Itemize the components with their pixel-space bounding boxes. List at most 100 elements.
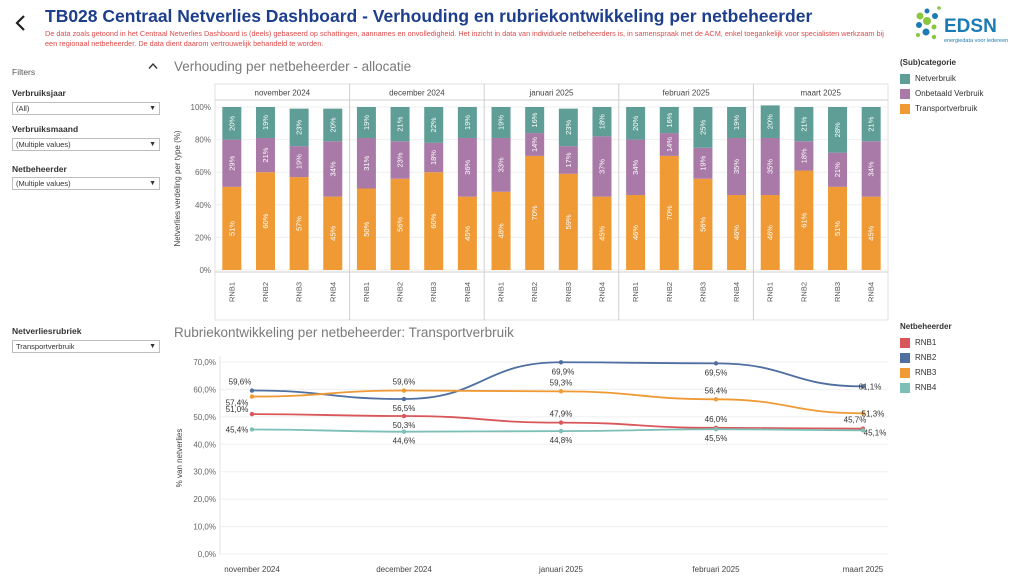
bar-value-label: 45% (463, 225, 472, 240)
netbeheerder-value: (Multiple values) (16, 179, 71, 188)
month-header-label: november 2024 (255, 89, 311, 98)
bar-segment (525, 133, 545, 156)
y-axis-label: Netverlies verdeling per type (%) (173, 130, 182, 246)
legend-label: RNB4 (915, 383, 937, 392)
bar-segment (760, 195, 780, 270)
bar-value-label: 19% (732, 115, 741, 130)
bar-value-label: 35% (732, 159, 741, 174)
bar-segment (727, 195, 747, 270)
bar-segment (861, 141, 881, 197)
bar-segment (424, 172, 444, 270)
data-point (401, 429, 407, 434)
legend-item-netverbruik[interactable]: Netverbruik (900, 71, 984, 86)
bar-segment (626, 107, 646, 140)
back-button[interactable] (10, 12, 32, 34)
bar-value-label: 50% (362, 221, 371, 236)
bar-segment (760, 137, 780, 196)
legend-item-rnb3[interactable]: RNB3 (900, 365, 952, 380)
legend-item-rnb1[interactable]: RNB1 (900, 335, 952, 350)
bar-segment (424, 107, 444, 143)
collapse-filters-button[interactable] (148, 61, 158, 73)
data-point (558, 389, 564, 394)
bar-segment (525, 155, 545, 270)
netbeheerder-legend: Netbeheerder RNB1 RNB2 RNB3 RNB4 (900, 322, 952, 395)
bar-segment (255, 107, 275, 138)
legend-item-rnb2[interactable]: RNB2 (900, 350, 952, 365)
category-tick-label: RNB4 (867, 282, 876, 302)
filter-label-netbeheerder: Netbeheerder (12, 164, 67, 174)
bar-value-label: 37% (597, 159, 606, 174)
data-point (249, 427, 255, 432)
bar-segment (457, 196, 477, 270)
category-tick-label: RNB1 (766, 282, 775, 302)
bar-segment (222, 186, 242, 270)
category-tick-label: RNB3 (295, 282, 304, 302)
category-tick-label: RNB1 (631, 282, 640, 302)
data-point (713, 427, 719, 432)
bar-value-label: 16% (530, 112, 539, 127)
bar-segment (491, 191, 511, 270)
y-tick-label: 0% (199, 266, 211, 275)
bar-value-label: 19% (463, 115, 472, 130)
legend-label: Transportverbruik (915, 104, 978, 113)
bar-value-label: 28% (833, 122, 842, 137)
y-tick-label: 60,0% (193, 385, 216, 394)
category-tick-label: RNB2 (665, 282, 674, 302)
x-tick-label: maart 2025 (843, 565, 884, 574)
y-tick-label: 80% (195, 136, 211, 145)
bar-plot-area (214, 83, 889, 321)
bar-segment (626, 195, 646, 270)
bar-segment (693, 147, 713, 179)
legend-label: RNB1 (915, 338, 937, 347)
bar-value-label: 45% (867, 225, 876, 240)
data-label: 59,6% (393, 378, 416, 387)
bar-value-label: 25% (698, 120, 707, 135)
x-tick-label: november 2024 (224, 565, 280, 574)
data-label: 44,6% (393, 437, 416, 446)
category-tick-label: RNB2 (396, 282, 405, 302)
data-point (558, 360, 564, 365)
category-tick-label: RNB1 (227, 282, 236, 302)
bar-value-label: 23% (396, 152, 405, 167)
data-label: 46,0% (705, 415, 728, 424)
data-point (401, 413, 407, 419)
category-tick-label: RNB1 (362, 282, 371, 302)
verbruiksjaar-dropdown[interactable]: (All) ▼ (12, 102, 160, 115)
legend-swatch (900, 103, 910, 114)
bar-value-label: 19% (362, 115, 371, 130)
bar-value-label: 21% (261, 147, 270, 162)
bar-value-label: 34% (631, 159, 640, 174)
bar-value-label: 45% (328, 225, 337, 240)
bar-value-label: 48% (497, 223, 506, 238)
verbruiksmaand-dropdown[interactable]: (Multiple values) ▼ (12, 138, 160, 151)
bar-value-label: 19% (261, 115, 270, 130)
data-label: 45,5% (705, 434, 728, 443)
data-point (249, 388, 255, 393)
legend-swatch (900, 367, 910, 378)
bar-value-label: 21% (867, 116, 876, 131)
page-title: TB028 Centraal Netverlies Dashboard - Ve… (45, 6, 813, 26)
bar-segment (255, 172, 275, 270)
bar-segment (255, 137, 275, 173)
legend-item-transport[interactable]: Transportverbruik (900, 101, 984, 116)
bar-segment (390, 141, 410, 179)
category-tick-label: RNB3 (429, 282, 438, 302)
category-legend: (Sub)categorie Netverbruik Onbetaald Ver… (900, 58, 984, 116)
legend-item-rnb4[interactable]: RNB4 (900, 380, 952, 395)
y-tick-label: 20,0% (193, 495, 216, 504)
netbeheerder-dropdown[interactable]: (Multiple values) ▼ (12, 177, 160, 190)
dropdown-arrow-icon: ▼ (149, 343, 156, 350)
data-label: 44,8% (550, 436, 573, 445)
bar-segment (693, 178, 713, 270)
verbruiksjaar-value: (All) (16, 104, 30, 113)
bar-segment (558, 108, 578, 147)
line-chart-title: Rubriekontwikkeling per netbeheerder: Tr… (174, 325, 514, 340)
bar-value-label: 33% (497, 157, 506, 172)
data-label: 69,5% (705, 368, 728, 377)
bar-value-label: 57% (295, 216, 304, 231)
bar-segment (659, 133, 679, 156)
legend-item-onbetaald[interactable]: Onbetaald Verbruik (900, 86, 984, 101)
netverliesrubriek-dropdown[interactable]: Transportverbruik ▼ (12, 340, 160, 353)
bar-value-label: 20% (631, 115, 640, 130)
bar-value-label: 46% (631, 225, 640, 240)
